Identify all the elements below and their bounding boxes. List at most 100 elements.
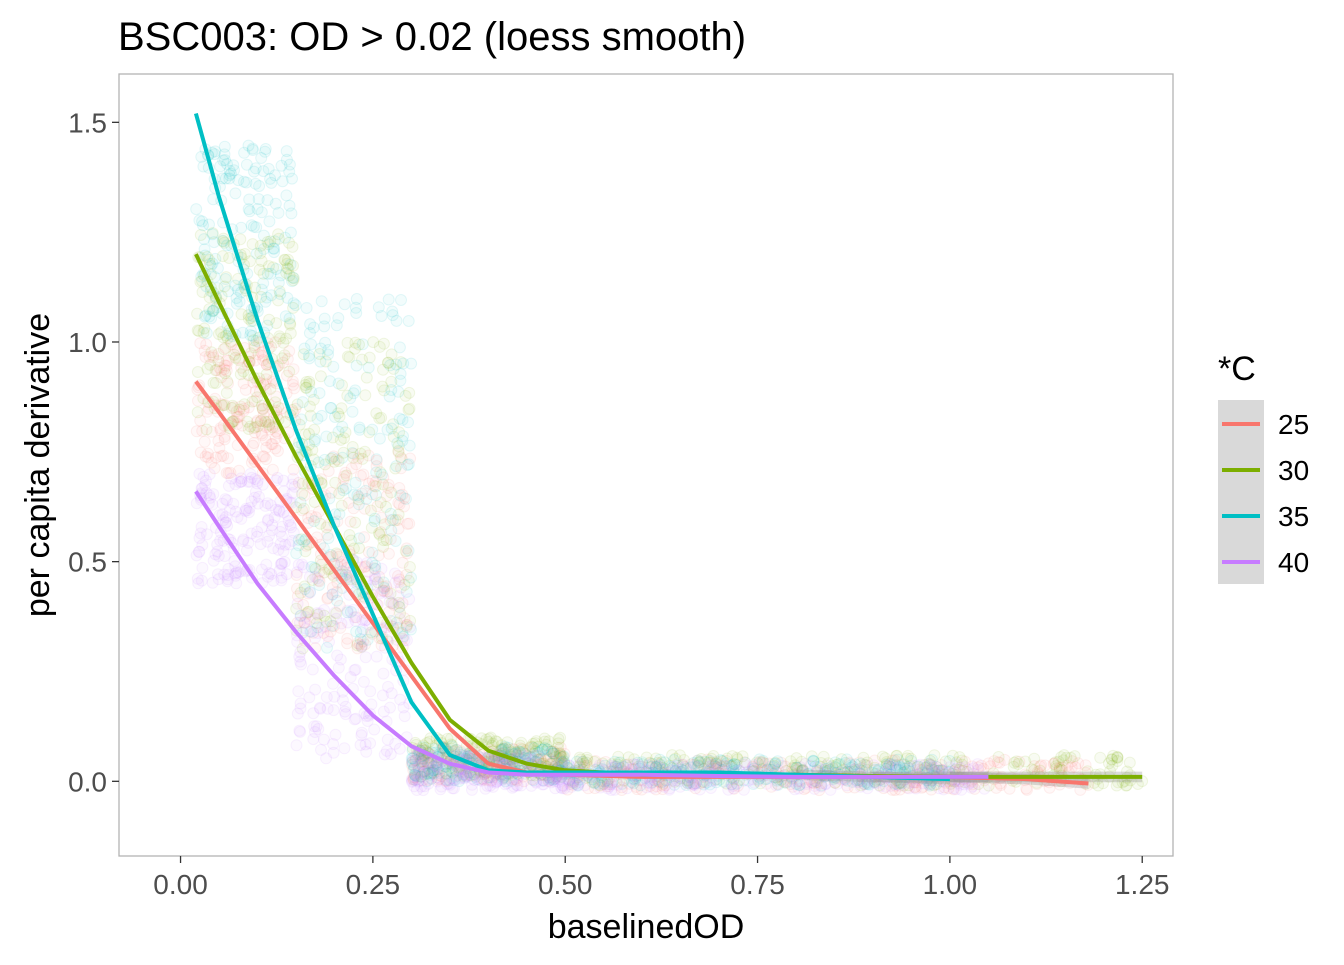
legend-items: 25 30 35 40 (1218, 400, 1309, 584)
scatter-point (201, 362, 214, 375)
scatter-point (380, 580, 393, 593)
scatter-point (207, 554, 220, 567)
scatter-point (309, 511, 322, 524)
scatter-point (247, 437, 260, 449)
scatter-point (371, 500, 384, 513)
scatter-point (313, 575, 326, 588)
scatter-point (942, 782, 955, 795)
scatter-point (197, 219, 209, 232)
scatter-point (206, 227, 219, 240)
scatter-point (359, 560, 372, 573)
scatter-point (384, 359, 397, 372)
scatter-point (375, 511, 388, 524)
scatter-point (889, 779, 902, 792)
scatter-point (947, 783, 960, 796)
scatter-point (360, 371, 373, 384)
scatter-point (272, 232, 285, 245)
scatter-point (366, 546, 379, 559)
scatter-point (656, 779, 669, 792)
scatter-point (439, 774, 452, 787)
scatter-point (432, 769, 445, 782)
scatter-point (1065, 761, 1078, 774)
scatter-point (405, 758, 418, 771)
scatter-point (222, 479, 235, 492)
scatter-point (192, 394, 204, 407)
scatter-point (235, 308, 248, 321)
legend-label-35: 35 (1278, 501, 1309, 532)
scatter-point (377, 667, 390, 680)
scatter-point (246, 395, 259, 408)
scatter-point (576, 755, 589, 768)
scatter-point (434, 762, 447, 775)
scatter-point (260, 368, 273, 381)
scatter-point (609, 760, 622, 773)
scatter-point (213, 361, 226, 374)
scatter-point (257, 267, 270, 280)
scatter-point (357, 675, 370, 688)
scatter-point (221, 332, 234, 345)
scatter-point (191, 366, 204, 378)
scatter-point (364, 685, 377, 698)
scatter-point (352, 490, 365, 503)
scatter-point (225, 338, 238, 351)
scatter-point (737, 783, 750, 796)
scatter-point (893, 758, 905, 771)
scatter-point (582, 782, 595, 795)
scatter-point (387, 598, 400, 611)
scatter-point (196, 561, 209, 574)
scatter-point (599, 756, 612, 768)
scatter-point (643, 757, 656, 770)
scatter-point (335, 555, 348, 568)
scatter-point (853, 756, 866, 769)
scatter-point (931, 761, 944, 774)
scatter-point (376, 584, 389, 597)
scatter-point (233, 354, 246, 367)
scatter-point (275, 574, 288, 587)
scatter-point (314, 355, 327, 368)
scatter-point (236, 419, 249, 432)
scatter-point (401, 618, 413, 631)
scatter-point (292, 685, 305, 698)
scatter-point (386, 513, 399, 526)
scatter-point (298, 616, 311, 629)
scatter-point (356, 338, 369, 351)
scatter-point (897, 758, 910, 771)
scatter-point (234, 368, 247, 381)
scatter-point (375, 468, 388, 481)
scatter-point (292, 476, 305, 489)
scatter-point (260, 421, 273, 434)
scatter-point (422, 774, 435, 786)
scatter-point (287, 363, 300, 376)
scatter-point (249, 354, 262, 367)
scatter-point (622, 758, 634, 771)
scatter-point (307, 321, 320, 334)
scatter-point (302, 516, 315, 529)
scatter-points-layer (190, 139, 1149, 797)
scatter-point (230, 405, 243, 418)
scatter-point (993, 756, 1006, 769)
scatter-point (191, 406, 204, 419)
scatter-point (326, 588, 339, 601)
scatter-point (294, 655, 307, 668)
scatter-point (341, 632, 354, 645)
scatter-point (260, 441, 273, 454)
scatter-point (389, 535, 402, 547)
scatter-point (334, 558, 347, 571)
scatter-point (351, 637, 364, 650)
scatter-point (283, 345, 296, 358)
scatter-point (229, 351, 242, 364)
scatter-point (992, 751, 1005, 763)
scatter-point (689, 782, 702, 795)
scatter-point (393, 341, 406, 354)
scatter-point (422, 762, 435, 775)
scatter-point (396, 413, 409, 426)
scatter-point (333, 599, 346, 612)
scatter-point (1003, 782, 1016, 795)
scatter-point (207, 304, 220, 317)
scatter-point (320, 430, 333, 443)
scatter-point (367, 336, 380, 349)
scatter-point (197, 326, 210, 339)
scatter-point (403, 402, 416, 415)
scatter-point (359, 651, 372, 664)
